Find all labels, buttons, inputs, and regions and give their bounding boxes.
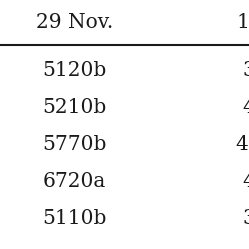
Text: 355: 355 <box>242 62 249 80</box>
Text: 392: 392 <box>242 209 249 228</box>
Text: 29 Nov.: 29 Nov. <box>36 13 113 32</box>
Text: 4200: 4200 <box>236 135 249 154</box>
Text: 14 D: 14 D <box>237 13 249 32</box>
Text: 5770b: 5770b <box>43 135 107 154</box>
Text: 440: 440 <box>242 98 249 117</box>
Text: 5210b: 5210b <box>43 98 107 117</box>
Text: 5120b: 5120b <box>43 62 107 80</box>
Text: 5110b: 5110b <box>43 209 107 228</box>
Text: 6720a: 6720a <box>43 172 106 191</box>
Text: 471: 471 <box>242 172 249 191</box>
